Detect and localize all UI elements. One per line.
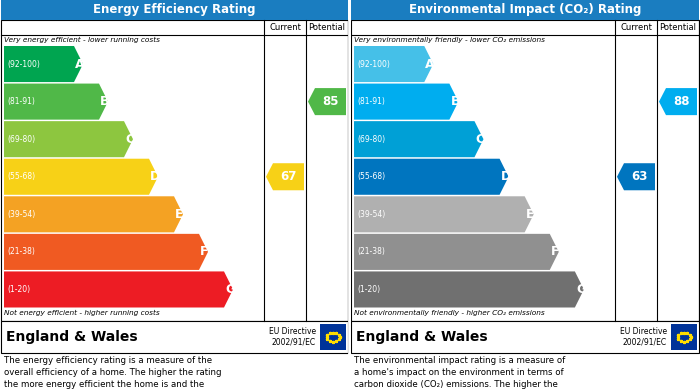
Text: EU Directive
2002/91/EC: EU Directive 2002/91/EC — [620, 327, 667, 347]
Bar — [671, 324, 697, 350]
Polygon shape — [4, 159, 158, 195]
Text: A: A — [75, 57, 85, 70]
Text: (21-38): (21-38) — [7, 248, 35, 256]
Polygon shape — [4, 271, 233, 307]
Text: (39-54): (39-54) — [357, 210, 385, 219]
Bar — [1, 20, 348, 321]
Text: The energy efficiency rating is a measure of the
overall efficiency of a home. T: The energy efficiency rating is a measur… — [4, 356, 221, 391]
Text: (55-68): (55-68) — [357, 172, 385, 181]
Text: England & Wales: England & Wales — [356, 330, 488, 344]
Polygon shape — [354, 271, 584, 307]
Text: (81-91): (81-91) — [357, 97, 385, 106]
Text: D: D — [150, 170, 160, 183]
Text: (92-100): (92-100) — [357, 59, 390, 68]
Polygon shape — [354, 121, 484, 157]
Text: (92-100): (92-100) — [7, 59, 40, 68]
Polygon shape — [4, 234, 208, 270]
Text: Current: Current — [269, 23, 301, 32]
Polygon shape — [354, 84, 458, 120]
Text: EU Directive
2002/91/EC: EU Directive 2002/91/EC — [269, 327, 316, 347]
Text: (55-68): (55-68) — [7, 172, 35, 181]
Text: 85: 85 — [322, 95, 339, 108]
Text: England & Wales: England & Wales — [6, 330, 138, 344]
Text: C: C — [125, 133, 134, 146]
Text: E: E — [175, 208, 183, 221]
Text: Very energy efficient - lower running costs: Very energy efficient - lower running co… — [4, 37, 160, 43]
Text: Potential: Potential — [659, 23, 696, 32]
Text: The environmental impact rating is a measure of
a home's impact on the environme: The environmental impact rating is a mea… — [354, 356, 566, 391]
Text: (69-80): (69-80) — [7, 135, 35, 143]
Polygon shape — [354, 46, 433, 82]
Polygon shape — [4, 46, 83, 82]
Bar — [351, 321, 699, 353]
Text: C: C — [475, 133, 484, 146]
Bar — [1, 0, 348, 20]
Text: Not energy efficient - higher running costs: Not energy efficient - higher running co… — [4, 310, 160, 316]
Text: Potential: Potential — [309, 23, 346, 32]
Text: G: G — [225, 283, 235, 296]
Text: (81-91): (81-91) — [7, 97, 35, 106]
Text: Current: Current — [620, 23, 652, 32]
Text: B: B — [100, 95, 109, 108]
Polygon shape — [308, 88, 346, 115]
Polygon shape — [354, 159, 509, 195]
Polygon shape — [354, 196, 533, 232]
Polygon shape — [617, 163, 655, 190]
Polygon shape — [659, 88, 697, 115]
Text: Not environmentally friendly - higher CO₂ emissions: Not environmentally friendly - higher CO… — [354, 310, 545, 316]
Text: 63: 63 — [631, 170, 648, 183]
Bar — [351, 20, 699, 321]
Text: Energy Efficiency Rating: Energy Efficiency Rating — [93, 4, 256, 16]
Polygon shape — [4, 121, 133, 157]
Text: E: E — [526, 208, 534, 221]
Bar — [1, 321, 348, 353]
Bar — [351, 0, 699, 20]
Text: 67: 67 — [280, 170, 297, 183]
Polygon shape — [4, 196, 183, 232]
Polygon shape — [266, 163, 304, 190]
Text: D: D — [500, 170, 511, 183]
Bar — [320, 324, 346, 350]
Text: Environmental Impact (CO₂) Rating: Environmental Impact (CO₂) Rating — [409, 4, 641, 16]
Text: (1-20): (1-20) — [357, 285, 380, 294]
Text: Very environmentally friendly - lower CO₂ emissions: Very environmentally friendly - lower CO… — [354, 37, 545, 43]
Text: B: B — [450, 95, 460, 108]
Text: (1-20): (1-20) — [7, 285, 30, 294]
Text: (39-54): (39-54) — [7, 210, 35, 219]
Text: (69-80): (69-80) — [357, 135, 385, 143]
Polygon shape — [4, 84, 108, 120]
Polygon shape — [354, 234, 559, 270]
Text: (21-38): (21-38) — [357, 248, 385, 256]
Text: F: F — [551, 246, 559, 258]
Text: A: A — [426, 57, 435, 70]
Text: G: G — [576, 283, 586, 296]
Text: F: F — [200, 246, 209, 258]
Text: 88: 88 — [673, 95, 690, 108]
